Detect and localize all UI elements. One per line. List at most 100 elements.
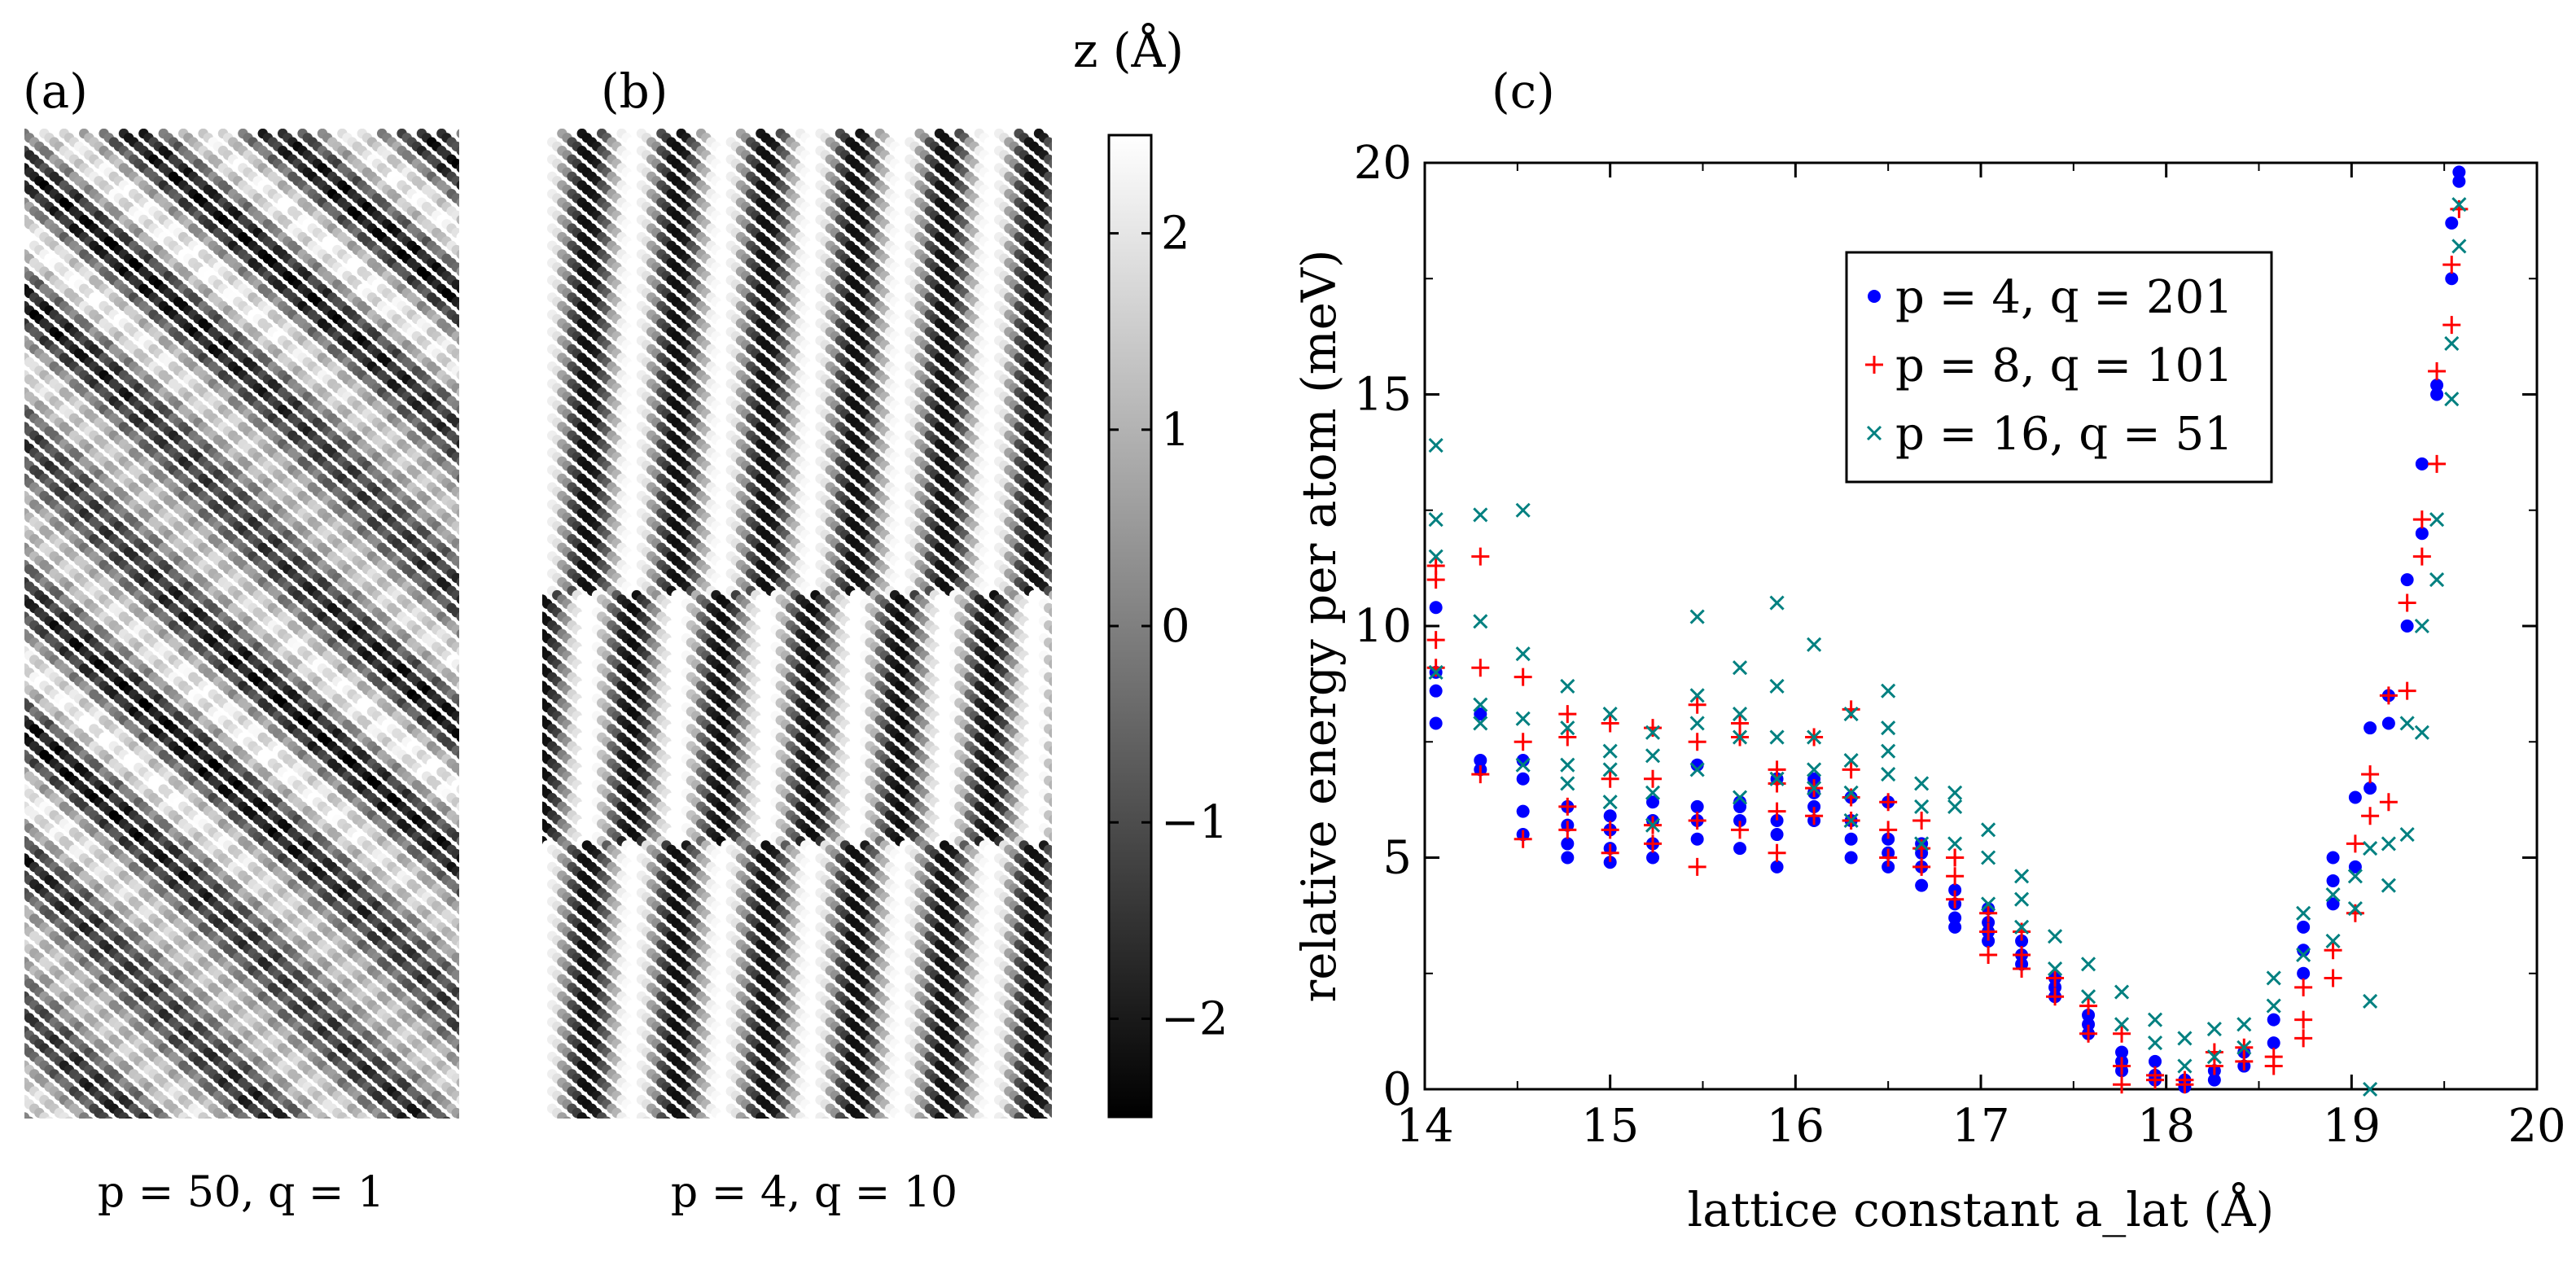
atom: [456, 646, 459, 656]
atom: [462, 737, 471, 747]
atom: [456, 163, 459, 173]
atom: [456, 474, 459, 484]
atom: [462, 1082, 471, 1092]
atom: [456, 146, 459, 155]
atom: [462, 340, 471, 350]
atom: [456, 181, 459, 190]
atom: [462, 254, 471, 264]
atom: [456, 491, 459, 501]
atom: [462, 789, 471, 799]
atom: [456, 353, 459, 363]
atom: [456, 1061, 459, 1071]
atom: [456, 974, 459, 984]
atom: [462, 979, 471, 988]
atom: [456, 922, 459, 932]
atom: [462, 599, 471, 609]
atom: [462, 772, 471, 782]
atom: [462, 1048, 471, 1057]
atom: [462, 461, 471, 471]
atom: [462, 202, 471, 212]
atom: [456, 836, 459, 846]
atom: [456, 767, 459, 777]
atom: [456, 335, 459, 345]
atom: [462, 513, 471, 523]
atom: [456, 129, 459, 138]
atom: [456, 577, 459, 587]
atom: [462, 892, 471, 902]
atom: [462, 840, 471, 850]
atom: [462, 1031, 471, 1040]
atom: [456, 612, 459, 622]
atom: [462, 219, 471, 229]
atom: [462, 944, 471, 954]
atom: [462, 685, 471, 695]
atom: [462, 133, 471, 142]
atom: [462, 392, 471, 401]
atom: [462, 374, 471, 384]
atom: [462, 271, 471, 281]
atom: [462, 547, 471, 557]
atom: [462, 530, 471, 540]
atom: [456, 249, 459, 259]
atom: [456, 301, 459, 311]
atom: [456, 440, 459, 449]
atom: [456, 422, 459, 431]
atom: [462, 926, 471, 936]
atom: [456, 992, 459, 1001]
atom: [462, 236, 471, 246]
atom: [456, 215, 459, 225]
atom: [456, 819, 459, 829]
atom: [462, 409, 471, 418]
atom: [462, 633, 471, 643]
atom: [462, 495, 471, 505]
atom: [462, 168, 471, 177]
atom: [456, 716, 459, 725]
atom: [462, 185, 471, 195]
atom: [456, 871, 459, 881]
atom: [456, 853, 459, 863]
atom: [462, 650, 471, 660]
atom: [456, 957, 459, 967]
atom: [462, 427, 471, 436]
atom: [462, 720, 471, 729]
atom: [456, 888, 459, 898]
atom: [462, 909, 471, 919]
atom: [456, 232, 459, 242]
atom: [456, 526, 459, 536]
atom: [462, 564, 471, 574]
atom: [456, 1044, 459, 1053]
atom: [462, 444, 471, 453]
atom: [456, 594, 459, 604]
atom: [456, 681, 459, 690]
atom: [456, 370, 459, 380]
atom: [456, 457, 459, 466]
atom: [456, 508, 459, 518]
atom: [462, 616, 471, 626]
atom: [456, 284, 459, 294]
atom: [456, 698, 459, 708]
atom: [462, 357, 471, 367]
atom: [456, 733, 459, 742]
atom: [456, 1078, 459, 1088]
atom: [462, 305, 471, 315]
atom: [462, 1013, 471, 1022]
atom: [462, 581, 471, 591]
atom: [456, 198, 459, 208]
atom: [456, 318, 459, 328]
atom: [456, 1026, 459, 1036]
atom: [462, 858, 471, 868]
atom: [456, 387, 459, 397]
panel-a-label: (a): [23, 63, 88, 119]
atom: [462, 754, 471, 764]
atom: [456, 560, 459, 570]
atom: [456, 750, 459, 760]
atom: [456, 663, 459, 673]
atom: [462, 875, 471, 885]
atom: [456, 267, 459, 277]
atom: [462, 668, 471, 677]
atom: [456, 785, 459, 795]
atom: [462, 478, 471, 488]
atom: [462, 823, 471, 833]
atom: [462, 1065, 471, 1075]
